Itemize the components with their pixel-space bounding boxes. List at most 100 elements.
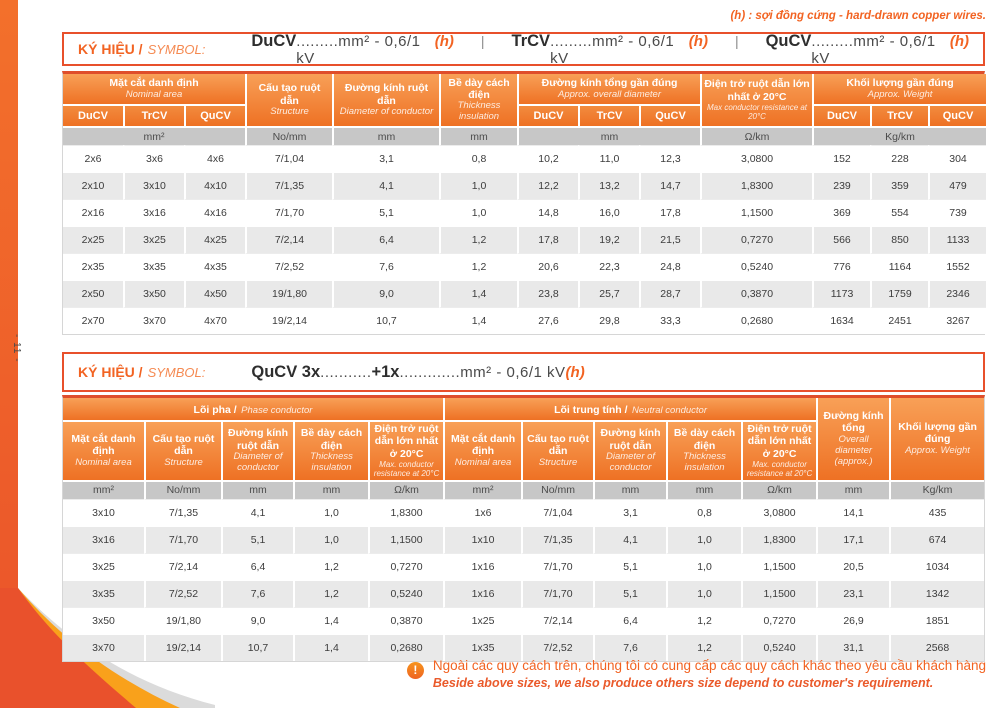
table-cell: 479 bbox=[928, 172, 987, 199]
phase-neutral-cable-table: Lõi pha / Phase conductor Lõi trung tính… bbox=[62, 395, 985, 662]
unit-cell: mm² bbox=[63, 479, 144, 499]
table-cell: 3x16 bbox=[63, 525, 144, 553]
table-row: 2x6 3x6 4x6 7/1,04 3,1 0,8 10,2 11,0 12,3 3,0800 1… bbox=[63, 145, 987, 172]
table-cell: 2x35 bbox=[63, 253, 123, 280]
table-cell: 14,7 bbox=[639, 172, 701, 199]
unit-cell: mm bbox=[593, 479, 667, 499]
table-cell: 1x16 bbox=[443, 579, 522, 607]
table-cell: 22,3 bbox=[578, 253, 640, 280]
header-max-resistance: Điện trở ruột dẫn lớn nhất ở 20°C Max. c… bbox=[368, 420, 444, 480]
table-cell: 304 bbox=[928, 145, 987, 172]
table-cell: 1,0 bbox=[293, 525, 368, 553]
table-cell: 21,5 bbox=[639, 226, 701, 253]
table-cell: 2x6 bbox=[63, 145, 123, 172]
table-cell: 10,7 bbox=[332, 307, 440, 334]
table-cell: 10,7 bbox=[221, 633, 293, 661]
table-cell: 10,2 bbox=[517, 145, 579, 172]
table-cell: 1,0 bbox=[293, 498, 368, 526]
table2-column-header-row: Mặt cắt danh định Nominal area Cấu tạo r… bbox=[63, 420, 984, 480]
table-cell: 1,0 bbox=[666, 552, 742, 580]
table-cell: 6,4 bbox=[221, 552, 293, 580]
dots: ........... bbox=[320, 363, 372, 381]
hard-drawn-wire-note: (h) : sợi đồng cứng - hard-drawn copper … bbox=[730, 10, 986, 22]
table-cell: 7/2,52 bbox=[521, 633, 594, 661]
table-cell: 28,7 bbox=[639, 280, 701, 307]
table-cell: 0,5240 bbox=[368, 579, 444, 607]
table-cell: 1,4 bbox=[439, 307, 518, 334]
header-nominal-area: Mặt cắt danh định Nominal area bbox=[63, 420, 144, 480]
table-cell: 4x25 bbox=[184, 226, 246, 253]
table-cell: 1,1500 bbox=[700, 199, 813, 226]
subheader-qucv: QuCV bbox=[928, 104, 987, 126]
table-row: 3x50 19/1,80 9,0 1,4 0,3870 1x25 7/2,14 6,4 1,2 0… bbox=[63, 606, 985, 634]
table-cell: 739 bbox=[928, 199, 987, 226]
table-cell: 0,5240 bbox=[741, 633, 817, 661]
table-cell: 7/1,04 bbox=[521, 498, 594, 526]
table-cell: 17,1 bbox=[816, 525, 890, 553]
table-cell: 4,1 bbox=[593, 525, 667, 553]
table-cell: 1,2 bbox=[666, 606, 742, 634]
table-row: 2x25 3x25 4x25 7/2,14 6,4 1,2 17,8 19,2 21,5 0,72… bbox=[63, 226, 987, 253]
header-approx-weight: Khối lượng gần đúng Approx. Weight bbox=[889, 398, 985, 480]
table-cell: 566 bbox=[812, 226, 871, 253]
table-cell: 776 bbox=[812, 253, 871, 280]
table-cell: 13,2 bbox=[578, 172, 640, 199]
page-number: - 11 - bbox=[11, 334, 22, 363]
table-row: 3x70 19/2,14 10,7 1,4 0,2680 1x35 7/2,52 7,6 1,2… bbox=[63, 633, 985, 661]
table-cell: 7/2,14 bbox=[144, 552, 221, 580]
table-cell: 1x10 bbox=[443, 525, 522, 553]
table-row: 3x16 7/1,70 5,1 1,0 1,1500 1x10 7/1,35 4,1 1,0 1,… bbox=[63, 525, 985, 553]
table-cell: 20,5 bbox=[816, 552, 890, 580]
unit-cell: mm bbox=[293, 479, 368, 499]
table-cell: 7/2,14 bbox=[521, 606, 594, 634]
table-cell: 4x16 bbox=[184, 199, 246, 226]
subheader-ducv: DuCV bbox=[517, 104, 579, 126]
table1-subheader-row: DuCV TrCV QuCV DuCV TrCV QuCV DuCV TrCV … bbox=[63, 104, 987, 126]
table-cell: 152 bbox=[812, 145, 871, 172]
table-cell: 1634 bbox=[812, 307, 871, 334]
unit-cell: mm bbox=[439, 126, 518, 145]
table-cell: 1173 bbox=[812, 280, 871, 307]
table-cell: 1342 bbox=[889, 579, 985, 607]
table-cell: 1x16 bbox=[443, 552, 522, 580]
table-cell: 369 bbox=[812, 199, 871, 226]
table-cell: 3x25 bbox=[63, 552, 144, 580]
table-cell: 7/1,35 bbox=[144, 498, 221, 526]
table-cell: 19/2,14 bbox=[144, 633, 221, 661]
table-cell: 3x6 bbox=[123, 145, 184, 172]
table-cell: 1759 bbox=[870, 280, 929, 307]
table-row: 3x35 7/2,52 7,6 1,2 0,5240 1x16 7/1,70 5,1 1,0 1,… bbox=[63, 579, 985, 607]
cable-code: DuCV bbox=[251, 31, 297, 50]
table-cell: 0,8 bbox=[666, 498, 742, 526]
table-cell: 5,1 bbox=[221, 525, 293, 553]
cable-code: QuCV 3x bbox=[251, 362, 321, 381]
table-cell: 3x16 bbox=[123, 199, 184, 226]
subheader-qucv: QuCV bbox=[639, 104, 701, 126]
table-cell: 4x10 bbox=[184, 172, 246, 199]
header-conductor-diameter: Đường kính ruột dẫn Diameter of conducto… bbox=[332, 74, 440, 126]
table-cell: 554 bbox=[870, 199, 929, 226]
table-cell: 7/2,14 bbox=[245, 226, 333, 253]
table-cell: 1x6 bbox=[443, 498, 522, 526]
table-cell: 2451 bbox=[870, 307, 929, 334]
footer-note-en: Beside above sizes, we also produce othe… bbox=[432, 675, 934, 690]
table-cell: 4x35 bbox=[184, 253, 246, 280]
table-row: 2x70 3x70 4x70 19/2,14 10,7 1,4 27,6 29,8 33,3 0,… bbox=[63, 307, 987, 334]
table-cell: 7/2,52 bbox=[144, 579, 221, 607]
header-overall-diameter: Đường kính tổng Overall diameter (approx… bbox=[816, 398, 890, 480]
symbol-entry-trcv: TrCV .........mm² - 0,6/1 kV (h) bbox=[512, 32, 708, 67]
table-cell: 3,1 bbox=[332, 145, 440, 172]
unit-cell: Ω/km bbox=[741, 479, 817, 499]
unit-cell: mm² bbox=[443, 479, 522, 499]
table-cell: 7,6 bbox=[593, 633, 667, 661]
table-cell: 7/1,70 bbox=[521, 552, 594, 580]
symbol-entries: DuCV .........mm² - 0,6/1 kV (h) | TrCV … bbox=[251, 32, 969, 67]
symbol-label-en: SYMBOL: bbox=[147, 41, 206, 57]
unit-cell: mm bbox=[517, 126, 701, 145]
table-cell: 25,7 bbox=[578, 280, 640, 307]
header-insulation-thickness: Bề dày cách điện Thickness insulation bbox=[293, 420, 368, 480]
table-cell: 0,7270 bbox=[700, 226, 813, 253]
table-cell: 1851 bbox=[889, 606, 985, 634]
table-cell: 17,8 bbox=[639, 199, 701, 226]
table2-body: 3x10 7/1,35 4,1 1,0 1,8300 1x6 7/1,04 3,1 0,8 3,0… bbox=[63, 498, 985, 661]
